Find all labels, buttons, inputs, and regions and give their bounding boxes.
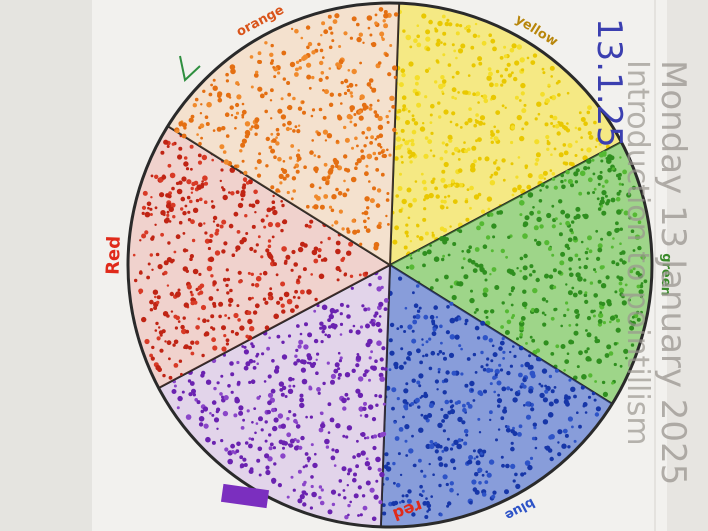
paper-margin bbox=[0, 0, 92, 531]
segment-tint bbox=[167, 2, 400, 265]
pointillism-dots bbox=[132, 134, 369, 380]
day-line-text: Monday 13 January 2025 bbox=[653, 60, 693, 485]
pointillism-dots bbox=[171, 270, 389, 522]
wheel-outline bbox=[126, 1, 654, 529]
segment-tint bbox=[390, 141, 652, 404]
segment-label-green: green bbox=[658, 253, 674, 296]
green-tick-mark bbox=[179, 55, 201, 82]
title-line-text: Introduction to pointillism bbox=[620, 60, 655, 446]
pointillism-dots bbox=[381, 276, 602, 519]
segment-label-red: Red bbox=[103, 236, 125, 276]
color-wheel bbox=[127, 2, 653, 528]
segment-tint bbox=[390, 3, 622, 265]
segment-tint bbox=[380, 265, 613, 527]
pointillism-dots bbox=[406, 150, 648, 397]
pointillism-dots bbox=[174, 7, 399, 251]
segment-tint bbox=[158, 265, 390, 527]
segment-tint bbox=[127, 126, 390, 389]
date-text: 13.1.25 bbox=[589, 18, 629, 148]
purple-scribble bbox=[220, 483, 270, 509]
